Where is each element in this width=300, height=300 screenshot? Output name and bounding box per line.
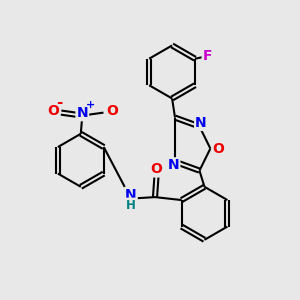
Text: H: H — [126, 199, 136, 212]
Text: N: N — [125, 188, 137, 202]
Text: N: N — [76, 106, 88, 120]
Text: -: - — [56, 95, 63, 110]
Text: O: O — [47, 104, 59, 118]
Text: O: O — [213, 142, 224, 155]
Text: O: O — [106, 104, 118, 118]
Text: +: + — [86, 100, 95, 110]
Text: N: N — [168, 158, 179, 172]
Text: N: N — [195, 116, 207, 130]
Text: O: O — [151, 162, 162, 176]
Text: F: F — [202, 49, 212, 63]
